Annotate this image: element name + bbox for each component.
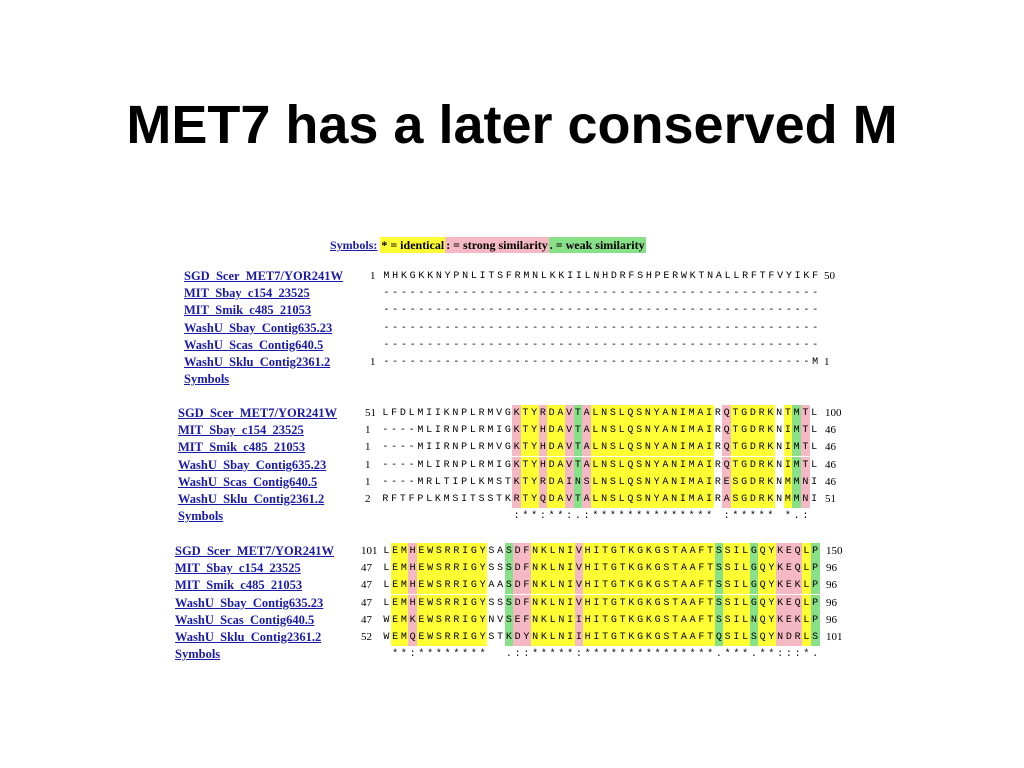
sequence-start-position: 47 — [361, 579, 372, 592]
sequence-name-link[interactable]: WashU_Scas_Contig640.5 — [175, 612, 315, 627]
symbols-legend: Symbols: * = identical: = strong similari… — [330, 237, 646, 253]
sequence-start-position: 2 — [365, 492, 371, 505]
sequence-name-link[interactable]: WashU_Sklu_Contig2361.2 — [184, 354, 331, 369]
sequence-name-link[interactable]: WashU_Scas_Contig640.5 — [178, 474, 318, 489]
sequence-name-link[interactable]: MIT_Smik_c485_21053 — [175, 578, 303, 593]
sequence-name-link[interactable]: MIT_Sbay_c154_23525 — [175, 561, 301, 576]
sequence-name-link[interactable]: MIT_Smik_c485_21053 — [184, 303, 312, 318]
sequence-start-position: 1 — [365, 475, 371, 488]
sequence-residues: ----------------------------------------… — [383, 339, 819, 351]
legend-identical: * = identical — [380, 237, 446, 253]
sequence-end-position: 96 — [826, 613, 837, 626]
sequence-end-position: 46 — [825, 441, 836, 454]
sequence-end-position: 96 — [826, 579, 837, 592]
sequence-end-position: 1 — [824, 355, 830, 368]
conservation-symbols: * *: * * * * * * * * .:: * * * * *: * * * * * * * * * * * * * * *. * * *… — [392, 649, 819, 661]
sequence-name-link[interactable]: MIT_Sbay_c154_23525 — [178, 423, 304, 438]
sequence-start-position: 1 — [365, 424, 371, 437]
conservation-symbols: : * *: * *:.: * * * * * * * * * * * * * * : * * * * * *.: — [513, 511, 809, 523]
legend-weak-similarity: . = weak similarity — [548, 237, 646, 253]
sequence-name-link[interactable]: WashU_Sklu_Contig2361.2 — [178, 491, 325, 506]
sequence-start-position: 1 — [365, 458, 371, 471]
sequence-start-position: 1 — [370, 355, 376, 368]
sequence-start-position: 1 — [370, 270, 376, 282]
sequence-name-link[interactable]: SGD_Scer_MET7/YOR241W — [184, 269, 344, 283]
symbols-link[interactable]: Symbols — [175, 647, 221, 662]
sequence-name-link[interactable]: SGD_Scer_MET7/YOR241W — [175, 544, 335, 558]
sequence-start-position: 47 — [361, 596, 372, 609]
sequence-start-position: 101 — [361, 545, 378, 557]
sequence-start-position: 47 — [361, 562, 372, 575]
sequence-end-position: 46 — [825, 424, 836, 437]
sequence-end-position: 96 — [826, 562, 837, 575]
sequence-residues: ----------------------------------------… — [383, 288, 819, 300]
sequence-end-position: 96 — [826, 596, 837, 609]
sequence-name-link[interactable]: MIT_Sbay_c154_23525 — [184, 286, 310, 301]
sequence-start-position: 52 — [361, 630, 372, 643]
sequence-end-position: 46 — [825, 475, 836, 488]
symbols-link[interactable]: Symbols — [184, 372, 230, 387]
sequence-end-position: 150 — [826, 545, 843, 557]
sequence-name-link[interactable]: WashU_Sbay_Contig635.23 — [175, 595, 324, 610]
sequence-start-position: 51 — [365, 407, 376, 419]
legend-symbols-link[interactable]: Symbols: — [330, 238, 378, 252]
sequence-name-link[interactable]: WashU_Sbay_Contig635.23 — [178, 457, 327, 472]
sequence-name-link[interactable]: SGD_Scer_MET7/YOR241W — [178, 406, 338, 420]
sequence-residues: ----------------------------------------… — [383, 356, 819, 368]
sequence-residues: ----------------------------------------… — [383, 322, 819, 334]
sequence-name-link[interactable]: WashU_Scas_Contig640.5 — [184, 337, 324, 352]
slide-title: MET7 has a later conserved M — [126, 95, 898, 155]
sequence-end-position: 100 — [825, 407, 842, 419]
sequence-start-position: 1 — [365, 441, 371, 454]
sequence-end-position: 101 — [826, 630, 843, 643]
sequence-residues: ----------------------------------------… — [383, 305, 819, 317]
sequence-start-position: 47 — [361, 613, 372, 626]
sequence-name-link[interactable]: WashU_Sklu_Contig2361.2 — [175, 629, 322, 644]
sequence-name-link[interactable]: MIT_Smik_c485_21053 — [178, 440, 306, 455]
sequence-name-link[interactable]: WashU_Sbay_Contig635.23 — [184, 320, 333, 335]
sequence-end-position: 51 — [825, 492, 836, 505]
sequence-end-position: 46 — [825, 458, 836, 471]
legend-strong-similarity: : = strong similarity — [445, 237, 549, 253]
symbols-link[interactable]: Symbols — [178, 509, 224, 524]
sequence-end-position: 50 — [824, 270, 835, 282]
